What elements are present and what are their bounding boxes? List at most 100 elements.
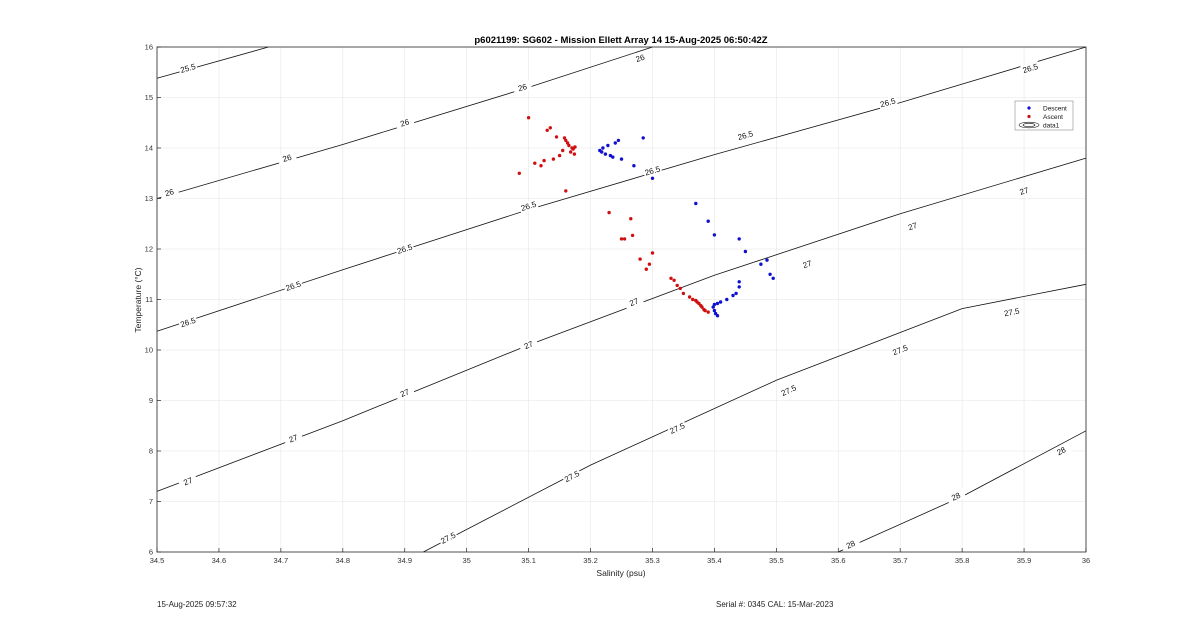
contour-line-26	[156, 46, 653, 199]
contour-label-bg	[797, 256, 818, 272]
ascent-point	[545, 128, 549, 132]
y-tick-label: 9	[149, 396, 153, 405]
contour-label-bg	[394, 115, 415, 131]
contour-label: 27	[399, 387, 411, 399]
contour-label-bg	[283, 430, 304, 447]
y-axis-label: Temperature (°C)	[133, 267, 143, 332]
contour-label: 26	[282, 153, 294, 164]
x-tick-label: 35	[462, 556, 470, 565]
ascent-point	[561, 148, 565, 153]
contour-label-bg	[735, 128, 756, 143]
contour-label-bg	[177, 473, 199, 490]
descent-point	[715, 301, 720, 306]
descent-point	[603, 152, 608, 156]
descent-point	[601, 146, 605, 150]
contour-label-bg	[890, 342, 911, 358]
axis-ticks: 34.5 34.6 34.7 34.8 34.9 35 35.1 35.2 35.3 35.4 35…	[145, 43, 1091, 566]
descent-point	[718, 300, 723, 304]
ascent-point	[565, 141, 570, 145]
contour-label-bg	[561, 467, 583, 485]
descent-point	[611, 155, 615, 159]
contour-label-bg	[177, 60, 198, 76]
legend-marker-data1-inner	[1022, 123, 1036, 127]
ascent-point	[691, 297, 695, 302]
contour-label: 27	[802, 259, 814, 271]
y-tick-label: 10	[145, 346, 153, 355]
legend-label-data1: data1	[1043, 122, 1060, 129]
ascent-point	[700, 305, 704, 309]
x-tick-label: 35.4	[707, 556, 722, 565]
x-tick-label: 34.6	[212, 556, 227, 565]
contour-label: 27	[907, 221, 919, 233]
contour-label-bg	[902, 218, 923, 234]
ascent-point	[672, 278, 676, 282]
y-tick-label: 8	[149, 447, 153, 456]
contour-label-bg	[394, 241, 415, 257]
footer-timestamp: 15-Aug-2025 09:57:32	[157, 600, 237, 609]
contour-label: 28	[950, 491, 962, 503]
ascent-point	[706, 310, 710, 314]
descent-point	[715, 314, 720, 318]
y-tick-label: 15	[145, 93, 153, 102]
contour-label: 26	[399, 117, 411, 128]
contour-label-bg	[1020, 60, 1041, 76]
ascent-point	[564, 138, 568, 143]
legend-marker-ascent	[1027, 114, 1031, 119]
legend-marker-data1	[1018, 121, 1040, 129]
contour-label: 27	[1019, 185, 1031, 196]
contour-labels: 25.5262626262626.526.526.526.526.526.526…	[159, 50, 1072, 553]
contour-label: 26.5	[396, 242, 414, 256]
contour-label-bg	[840, 536, 861, 553]
y-tick-label: 12	[145, 245, 153, 254]
y-tick-label: 11	[145, 295, 153, 304]
y-tick-label: 14	[145, 144, 153, 153]
ascent-point	[548, 126, 552, 130]
contour-line-25.5	[156, 46, 269, 79]
descent-point	[613, 141, 617, 145]
ascent-point	[557, 153, 562, 158]
x-tick-label: 35.6	[831, 556, 846, 565]
descent-point	[606, 143, 610, 148]
descent-point	[712, 308, 717, 313]
chart-title: p6021199: SG602 - Mission Ellett Array 1…	[474, 35, 767, 46]
contour-label: 26.5	[879, 96, 897, 109]
ascent-point	[687, 295, 692, 299]
contour-label-bg	[277, 150, 298, 166]
x-tick-label: 35.5	[769, 556, 784, 565]
contour-line-26.5	[156, 46, 1087, 332]
x-tick-label: 35.1	[521, 556, 536, 565]
ascent-point	[564, 189, 568, 193]
descent-point	[632, 164, 636, 168]
ascent-point	[703, 308, 707, 313]
contour-label: 28	[845, 539, 857, 551]
legend-marker-descent	[1027, 106, 1031, 110]
x-axis-label: Salinity (psu)	[596, 568, 645, 578]
contour-label-bg	[437, 529, 459, 547]
ascent-point	[517, 171, 521, 175]
legend-label-descent: Descent	[1043, 105, 1067, 112]
descent-point	[737, 237, 741, 241]
contour-label: 27	[288, 433, 300, 445]
ascent-point	[573, 145, 577, 149]
contour-label-bg	[877, 95, 898, 110]
contour-label-bg	[1001, 305, 1022, 319]
contour-line-27.5	[423, 283, 1087, 553]
ascent-point	[644, 267, 648, 271]
contour-label-bg	[518, 198, 539, 214]
contour-label-bg	[283, 278, 304, 294]
descent-point	[600, 150, 604, 154]
descent-point	[706, 219, 710, 223]
contour-label-bg	[666, 419, 688, 437]
contour-label: 26	[517, 82, 529, 93]
contour-label-bg	[177, 314, 199, 330]
contour-label-bg	[778, 382, 799, 399]
ascent-point	[607, 210, 611, 215]
y-tick-label: 7	[149, 497, 153, 506]
descent-point	[768, 272, 772, 276]
ascent-point	[638, 257, 642, 261]
descent-point	[712, 302, 717, 307]
y-tick-label: 6	[149, 548, 153, 557]
legend-label-ascent: Ascent	[1043, 114, 1063, 121]
y-tick-label: 16	[145, 43, 153, 52]
descent-point	[616, 138, 621, 143]
